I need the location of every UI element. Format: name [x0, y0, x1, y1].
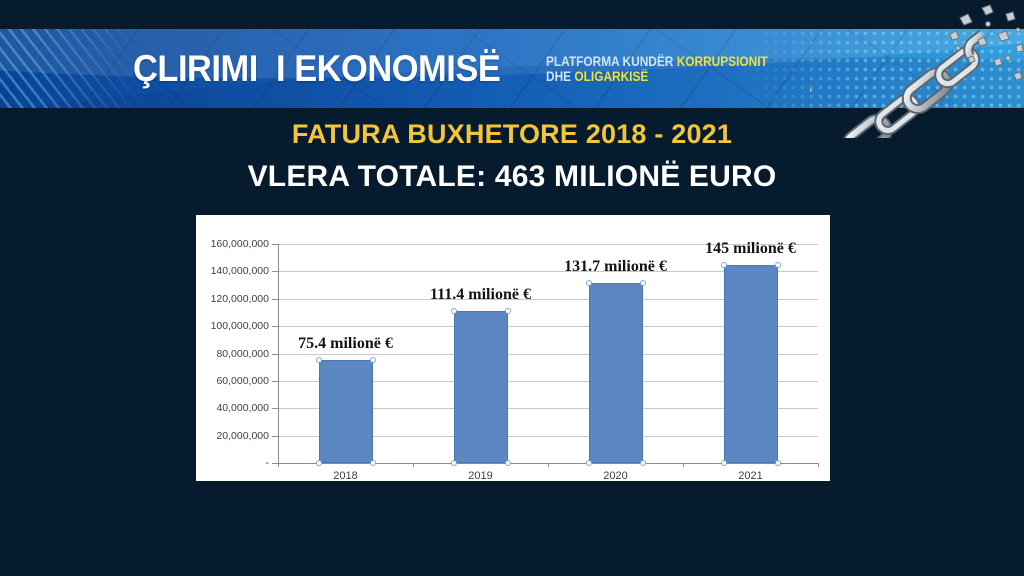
y-axis-tick-label: 120,000,000 — [210, 292, 269, 305]
x-axis-tick-label: 2018 — [333, 470, 358, 482]
y-axis-tick — [272, 298, 278, 300]
selection-handle-icon — [639, 460, 646, 466]
selection-handle-icon — [504, 307, 511, 314]
y-axis-tick-label: 20,000,000 — [216, 429, 269, 442]
x-axis-tick — [278, 463, 279, 467]
tagline-line1-white: PLATFORMA KUNDËR — [545, 53, 674, 69]
x-axis-tick — [818, 463, 819, 467]
diagonal-stripes-pattern — [0, 29, 150, 108]
x-axis-tick-label: 2020 — [603, 470, 628, 482]
gridline — [278, 353, 818, 355]
gridline — [278, 408, 818, 410]
y-axis-tick — [272, 244, 278, 245]
bar-2020 — [588, 282, 643, 463]
selection-handle-icon — [639, 279, 646, 286]
tagline-line1: PLATFORMA KUNDËR KORRUPSIONIT — [546, 54, 768, 69]
bar-value-label: 145 milionë € — [705, 239, 796, 257]
selection-handle-icon — [585, 460, 592, 466]
bar-2021 — [723, 264, 778, 463]
selection-handle-icon — [774, 460, 781, 466]
y-axis-tick — [272, 408, 278, 410]
tagline-line2-white: DHE — [545, 68, 572, 84]
tagline-line1-yellow: KORRUPSIONIT — [676, 53, 768, 69]
selection-handle-icon — [369, 356, 376, 363]
x-axis-tick — [683, 463, 684, 467]
y-axis-tick-label: 40,000,000 — [216, 402, 269, 415]
y-axis-tick — [272, 435, 278, 437]
gridline — [278, 271, 818, 273]
bar-value-label: 111.4 milionë € — [430, 285, 531, 303]
selection-handle-icon — [720, 460, 727, 466]
bar-chart: 160,000,000 140,000,000 120,000,000 100,000… — [196, 215, 830, 482]
x-axis-tick-label: 2019 — [468, 470, 493, 482]
page-title: FATURA BUXHETORE 2018 - 2021 — [291, 119, 733, 149]
selection-handle-icon — [450, 307, 457, 314]
y-axis-line — [278, 244, 279, 463]
gridline — [278, 326, 818, 328]
bar-2018 — [318, 359, 373, 463]
x-axis-tick — [413, 463, 414, 467]
y-axis-tick-label: - — [265, 457, 270, 469]
y-axis-tick-label: 60,000,000 — [216, 374, 269, 387]
y-axis-tick-label: 140,000,000 — [210, 265, 269, 278]
selection-handle-icon — [369, 460, 376, 466]
y-axis-tick — [272, 353, 278, 355]
selection-handle-icon — [315, 460, 322, 466]
y-axis-tick-label: 100,000,000 — [210, 320, 269, 333]
gridline — [278, 380, 818, 382]
header-text: ÇLIRIMI I EKONOMISË PLATFORMA KUNDËR KOR… — [133, 29, 798, 108]
y-axis-tick-label: 160,000,000 — [210, 238, 269, 250]
selection-handle-icon — [315, 356, 322, 363]
selection-handle-icon — [774, 261, 781, 268]
selection-handle-icon — [720, 261, 727, 268]
y-axis-tick — [272, 326, 278, 328]
selection-handle-icon — [504, 460, 511, 466]
header-band: ÇLIRIMI I EKONOMISË PLATFORMA KUNDËR KOR… — [0, 29, 1024, 108]
gridline — [278, 244, 818, 245]
y-axis-tick-label: 80,000,000 — [216, 347, 269, 360]
y-axis-tick — [272, 380, 278, 382]
bar-value-label: 131.7 milionë € — [564, 257, 667, 275]
page-subtitle: VLERA TOTALE: 463 MILIONË EURO — [247, 160, 777, 193]
gridline — [278, 435, 818, 437]
x-axis-tick — [548, 463, 549, 467]
tagline-line2-yellow: OLIGARKISË — [574, 68, 649, 84]
tagline-line2: DHE OLIGARKISË — [546, 69, 768, 84]
gridline — [278, 298, 818, 300]
selection-handle-icon — [585, 279, 592, 286]
x-axis-line — [272, 463, 818, 464]
chart-card: 160,000,000 140,000,000 120,000,000 100,000… — [196, 215, 830, 482]
y-axis-tick — [272, 271, 278, 273]
x-axis-tick-label: 2021 — [738, 470, 763, 482]
brand-title: ÇLIRIMI I EKONOMISË — [133, 47, 501, 89]
bar-value-label: 75.4 milionë € — [298, 334, 393, 352]
selection-handle-icon — [450, 460, 457, 466]
platform-tagline: PLATFORMA KUNDËR KORRUPSIONIT DHE OLIGAR… — [546, 54, 768, 84]
bar-2019 — [453, 310, 508, 463]
